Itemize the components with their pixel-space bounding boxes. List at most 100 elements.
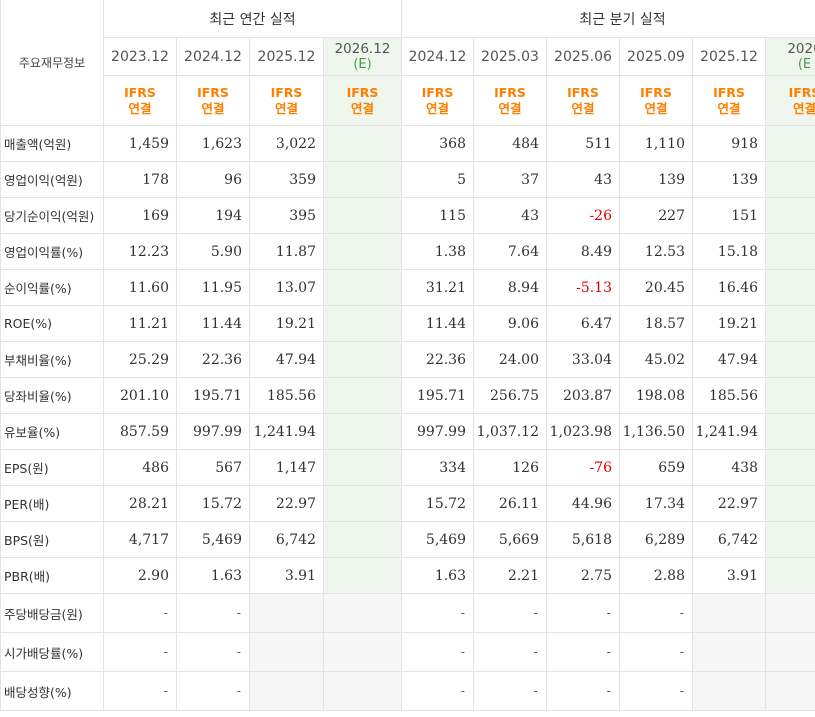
annual-value-cell: 11.44 — [176, 305, 250, 342]
quarter-value-cell: 1,023.98 — [546, 413, 620, 450]
quarter-value-cell: 256.75 — [473, 377, 547, 414]
annual-value-cell — [323, 341, 402, 378]
quarter-value-cell: 5,618 — [546, 521, 620, 558]
annual-period-2: 2025.12 — [249, 37, 324, 76]
annual-value-cell: 1,147 — [249, 449, 324, 486]
row-label: 부채비율(%) — [0, 341, 104, 378]
row-label: 영업이익(억원) — [0, 161, 104, 198]
quarter-value-cell: 484 — [473, 125, 547, 162]
quarter-value-cell: 8.94 — [473, 269, 547, 306]
annual-value-cell: 1,241.94 — [249, 413, 324, 450]
annual-value-cell — [323, 125, 402, 162]
annual-value-cell: 22.36 — [176, 341, 250, 378]
quarter-value-cell: 368 — [401, 125, 474, 162]
consolidated-label: 연결 — [644, 100, 668, 116]
row-label: 배당성향(%) — [0, 671, 104, 711]
annual-value-cell: 169 — [103, 197, 177, 234]
annual-value-cell — [323, 671, 402, 711]
annual-value-cell: 395 — [249, 197, 324, 234]
quarter-value-cell: 1.38 — [401, 233, 474, 270]
annual-value-cell: 178 — [103, 161, 177, 198]
quarter-value-cell: 8.49 — [546, 233, 620, 270]
quarter-value-cell — [765, 557, 815, 594]
annual-value-cell: 2.90 — [103, 557, 177, 594]
quarter-value-cell: 37 — [473, 161, 547, 198]
quarter-value-cell — [765, 449, 815, 486]
consolidated-label: 연결 — [792, 100, 815, 116]
row-label: BPS(원) — [0, 521, 104, 558]
table-row: 영업이익률(%) 12.23 5.90 11.87 1.38 7.64 8.49 12.53 1… — [0, 233, 815, 270]
quarter-value-cell: -5.13 — [546, 269, 620, 306]
table-row: BPS(원) 4,717 5,469 6,742 5,469 5,669 5,618 6,28… — [0, 521, 815, 558]
quarter-value-cell: 9.06 — [473, 305, 547, 342]
period-label: 2025.06 — [554, 48, 612, 65]
quarter-value-cell: 918 — [692, 125, 766, 162]
annual-value-cell: 15.72 — [176, 485, 250, 522]
quarter-period-0: 2024.12 — [401, 37, 474, 76]
quarter-value-cell: - — [473, 593, 547, 633]
table-row: ROE(%) 11.21 11.44 19.21 11.44 9.06 6.47 18.57 1… — [0, 305, 815, 342]
period-label: 2025.09 — [627, 48, 685, 65]
table-row: PBR(배) 2.90 1.63 3.91 1.63 2.21 2.75 2.88 3.91 — [0, 557, 815, 594]
quarter-value-cell: - — [619, 593, 693, 633]
quarter-value-cell — [765, 377, 815, 414]
quarter-value-cell: 33.04 — [546, 341, 620, 378]
quarter-value-cell: 19.21 — [692, 305, 766, 342]
ifrs-label: IFRS — [124, 84, 156, 100]
quarter-value-cell: 24.00 — [473, 341, 547, 378]
quarter-value-cell — [765, 485, 815, 522]
annual-value-cell: 185.56 — [249, 377, 324, 414]
quarter-value-cell — [765, 197, 815, 234]
annual-value-cell — [323, 485, 402, 522]
annual-results-header: 최근 연간 실적 — [103, 0, 402, 38]
quarter-value-cell — [765, 269, 815, 306]
table-row: 배당성향(%) - - - - - - — [0, 671, 815, 711]
quarter-value-cell: 2.21 — [473, 557, 547, 594]
quarter-value-cell: 1,136.50 — [619, 413, 693, 450]
annual-value-cell — [323, 377, 402, 414]
annual-value-cell: - — [176, 632, 250, 672]
quarter-value-cell: - — [546, 632, 620, 672]
quarter-value-cell — [765, 125, 815, 162]
quarter-results-header: 최근 분기 실적 — [401, 0, 815, 38]
ifrs-label: IFRS — [567, 84, 599, 100]
quarter-value-cell: 151 — [692, 197, 766, 234]
quarter-value-cell: 7.64 — [473, 233, 547, 270]
period-label: 2025.03 — [481, 48, 539, 65]
annual-value-cell: 11.60 — [103, 269, 177, 306]
quarter-value-cell: 6,742 — [692, 521, 766, 558]
quarter-value-cell: 438 — [692, 449, 766, 486]
table-row: 당기순이익(억원) 169 194 395 115 43 -26 227 151 — [0, 197, 815, 234]
quarter-value-cell: 5,469 — [401, 521, 474, 558]
quarter-value-cell — [765, 413, 815, 450]
annual-value-cell: 857.59 — [103, 413, 177, 450]
quarter-value-cell: 17.34 — [619, 485, 693, 522]
consolidated-label: 연결 — [571, 100, 595, 116]
row-label-header: 주요재무정보 — [0, 0, 104, 126]
quarter-value-cell: 11.44 — [401, 305, 474, 342]
annual-value-cell — [249, 593, 324, 633]
quarter-value-cell — [765, 521, 815, 558]
annual-period-3: 2026.12 (E) — [323, 37, 402, 76]
quarter-value-cell: 203.87 — [546, 377, 620, 414]
annual-value-cell: - — [176, 671, 250, 711]
ifrs-label: IFRS — [494, 84, 526, 100]
quarter-value-cell: -26 — [546, 197, 620, 234]
annual-value-cell: 13.07 — [249, 269, 324, 306]
ifrs-label: IFRS — [421, 84, 454, 100]
row-label: PER(배) — [0, 485, 104, 522]
annual-value-cell — [323, 197, 402, 234]
consolidated-label: 연결 — [128, 100, 152, 116]
period-label: 2024.12 — [184, 48, 242, 65]
quarter-period-5: 2026(E — [765, 37, 815, 76]
quarter-value-cell — [765, 233, 815, 270]
quarter-period-1: 2025.03 — [473, 37, 547, 76]
quarter-value-cell: - — [401, 671, 474, 711]
annual-value-cell: - — [176, 593, 250, 633]
quarter-value-cell: 139 — [692, 161, 766, 198]
annual-value-cell: 11.95 — [176, 269, 250, 306]
